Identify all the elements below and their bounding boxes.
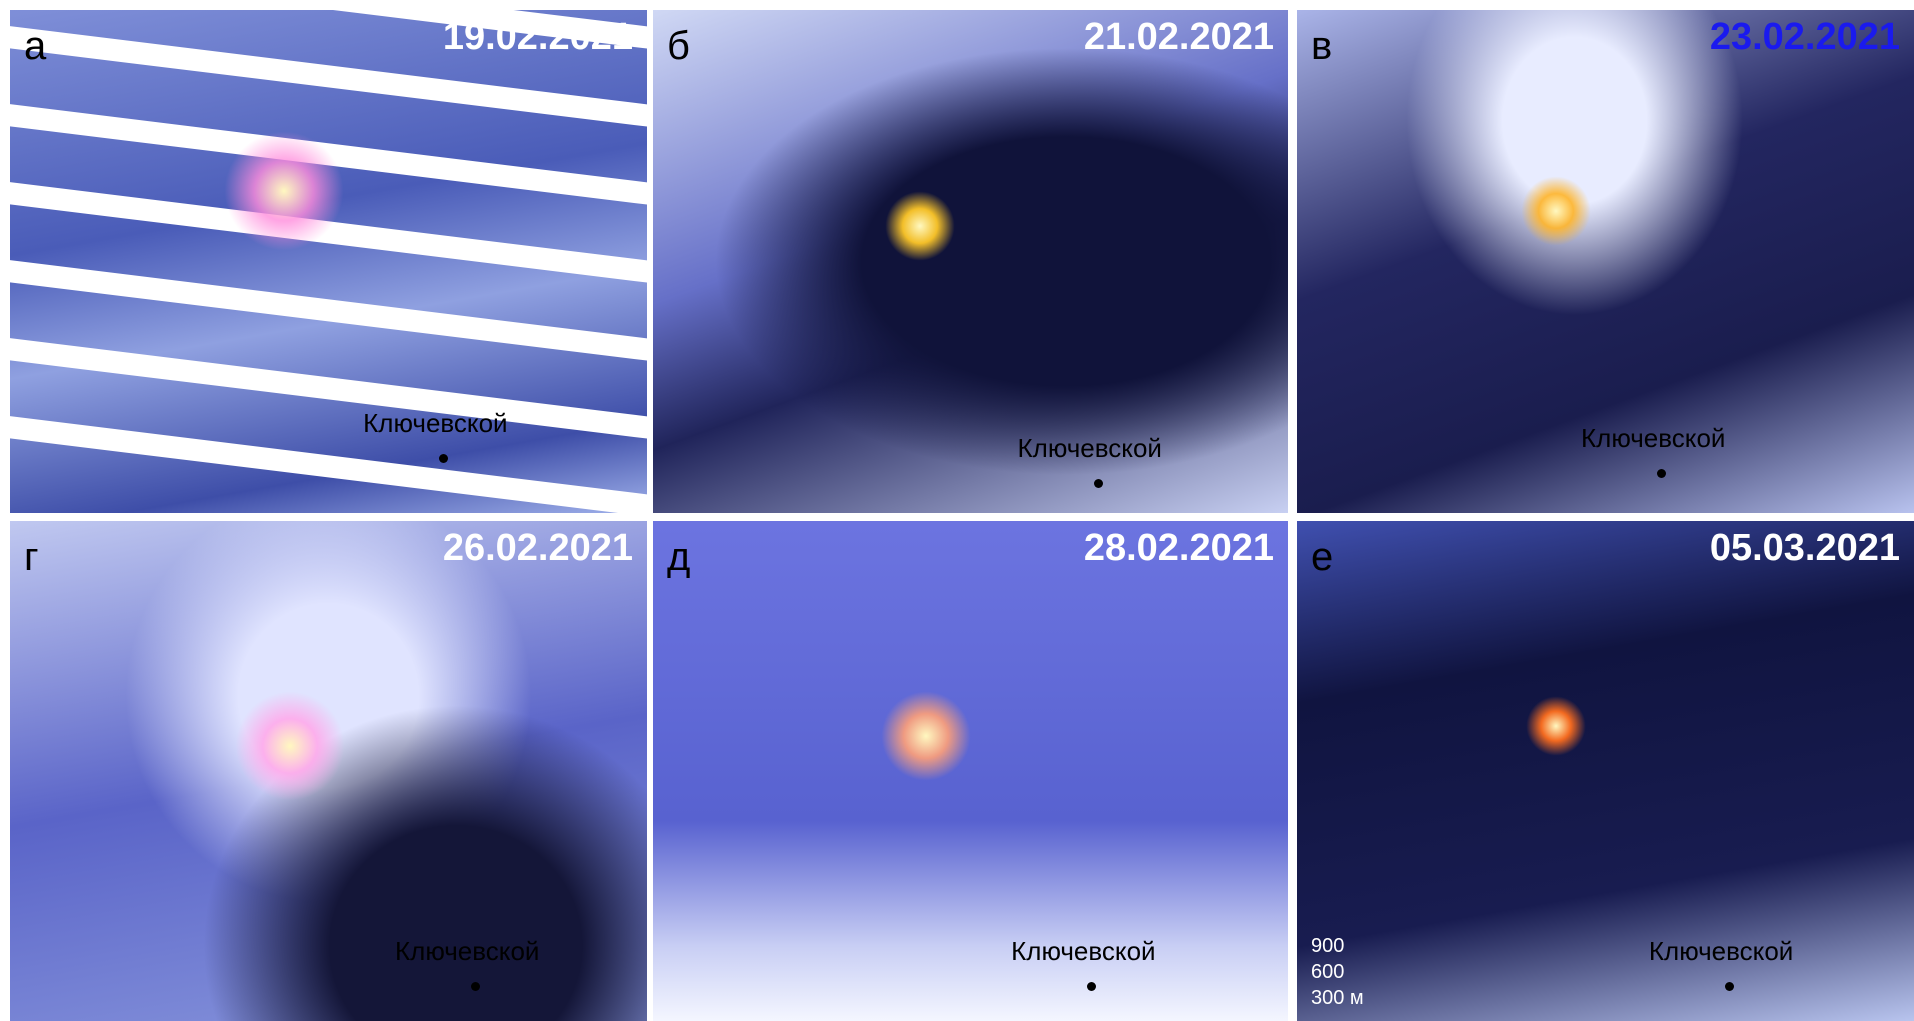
satellite-image: б 21.02.2021 Ключевской xyxy=(653,10,1288,513)
place-marker xyxy=(471,982,480,991)
place-label: Ключевской xyxy=(1581,423,1725,454)
hotspot xyxy=(881,691,971,781)
figure: а 19.02.2021 Ключевской б 21.02.2021 Ключевск… xyxy=(0,0,1914,1021)
panel-letter: б xyxy=(667,24,690,69)
panel-letter: е xyxy=(1311,535,1333,580)
panel-date: 19.02.2021 xyxy=(443,16,633,59)
place-label: Ключевской xyxy=(1649,936,1793,967)
hotspot xyxy=(235,691,345,801)
panel-letter: г xyxy=(24,535,39,580)
place-label: Ключевской xyxy=(1011,936,1155,967)
panel-date: 28.02.2021 xyxy=(1084,527,1274,570)
panel-date: 26.02.2021 xyxy=(443,527,633,570)
place-label: Ключевской xyxy=(363,408,507,439)
panel-date: 21.02.2021 xyxy=(1084,16,1274,59)
hotspot xyxy=(1521,176,1591,246)
scale-label: 600 xyxy=(1311,959,1364,985)
hotspot xyxy=(1526,696,1586,756)
satellite-image: д 28.02.2021 Ключевской xyxy=(653,521,1288,1021)
scale-label: 300 м xyxy=(1311,985,1364,1011)
place-marker xyxy=(1657,469,1666,478)
satellite-image: в 23.02.2021 Ключевской xyxy=(1297,10,1914,513)
panel-letter: д xyxy=(667,535,690,580)
panel-date: 05.03.2021 xyxy=(1710,527,1900,570)
place-label: Ключевской xyxy=(395,936,539,967)
place-marker xyxy=(1725,982,1734,991)
place-marker xyxy=(1087,982,1096,991)
place-marker xyxy=(439,454,448,463)
scale-label: 900 xyxy=(1311,933,1364,959)
hotspot xyxy=(224,131,344,251)
hotspot xyxy=(885,191,955,261)
place-marker xyxy=(1094,479,1103,488)
satellite-image: а 19.02.2021 Ключевской xyxy=(10,10,647,513)
panel-letter: а xyxy=(24,24,46,69)
place-label: Ключевской xyxy=(1018,433,1162,464)
satellite-image: г 26.02.2021 Ключевской xyxy=(10,521,647,1021)
panel-letter: в xyxy=(1311,24,1332,69)
panel-date: 23.02.2021 xyxy=(1710,16,1900,59)
